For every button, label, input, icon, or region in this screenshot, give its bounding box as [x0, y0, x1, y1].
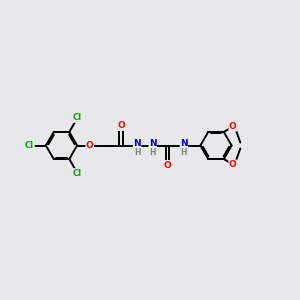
Text: O: O: [229, 160, 237, 169]
Text: O: O: [229, 122, 237, 131]
Text: H: H: [134, 148, 140, 157]
Text: O: O: [117, 122, 125, 130]
Text: Cl: Cl: [73, 113, 82, 122]
Text: O: O: [164, 160, 172, 169]
Text: H: H: [181, 148, 187, 157]
Text: Cl: Cl: [25, 141, 34, 150]
Text: N: N: [180, 139, 188, 148]
Text: N: N: [149, 139, 157, 148]
Text: N: N: [133, 139, 141, 148]
Text: Cl: Cl: [73, 169, 82, 178]
Text: H: H: [149, 148, 156, 157]
Text: O: O: [86, 141, 94, 150]
